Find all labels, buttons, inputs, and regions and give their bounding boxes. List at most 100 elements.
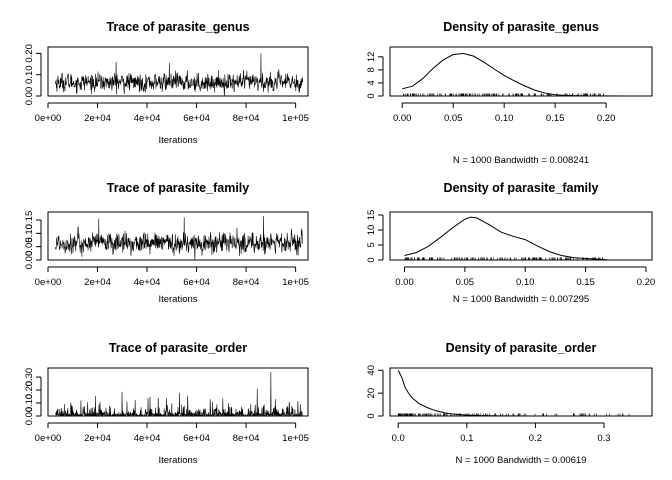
y-tick-label: 0.15 (24, 211, 35, 230)
x-tick-label: 0.00 (395, 277, 414, 288)
y-tick-label: 0.10 (24, 224, 35, 243)
x-axis-label: N = 1000 Bandwidth = 0.008241 (453, 155, 589, 166)
y-axis: 0 4 8 12 (366, 52, 384, 99)
density-curve (402, 53, 647, 97)
trace-line (55, 53, 304, 97)
panel-trace-parasite-order: Trace of parasite_order Iterations 0e+00… (24, 341, 309, 466)
panel-title: Density of parasite_genus (443, 20, 599, 34)
x-tick-label: 6e+04 (183, 113, 210, 124)
density-curve (397, 370, 632, 417)
y-tick-label: 0.00 (24, 251, 35, 270)
y-axis: 0.000.100.200.30 (24, 368, 42, 426)
density-curve (404, 216, 610, 261)
x-tick-label: 0.05 (456, 277, 475, 288)
x-tick-label: 1e+05 (282, 433, 309, 444)
x-tick-label: 4e+04 (134, 113, 161, 124)
x-tick-label: 0.1 (460, 433, 473, 444)
x-tick-label: 2e+04 (84, 433, 111, 444)
y-tick-label: 4 (366, 80, 377, 85)
y-tick-label: 0.20 (24, 381, 35, 400)
panel-density-parasite-family: Density of parasite_family N = 1000 Band… (366, 181, 655, 305)
y-tick-label: 12 (366, 52, 377, 63)
x-tick-label: 0e+00 (35, 277, 62, 288)
plot-marks (55, 215, 304, 261)
panel-title: Trace of parasite_family (107, 181, 249, 195)
x-tick-label: 0.20 (637, 277, 656, 288)
x-axis: 0e+00 2e+04 4e+04 6e+04 8e+04 1e+05 (35, 266, 309, 288)
x-tick-label: 0.10 (495, 113, 514, 124)
x-tick-label: 0.20 (597, 113, 616, 124)
x-tick-label: 2e+04 (84, 113, 111, 124)
y-tick-label: 0 (366, 413, 377, 418)
plot-frame (47, 367, 309, 417)
x-tick-label: 0e+00 (35, 113, 62, 124)
plot-frame (47, 46, 309, 97)
plot-marks (404, 216, 652, 261)
x-tick-label: 8e+04 (233, 433, 260, 444)
y-tick-label: 10 (366, 225, 377, 236)
panel-density-parasite-order: Density of parasite_order N = 1000 Bandw… (366, 341, 653, 466)
y-tick-label: 0.30 (24, 368, 35, 387)
x-tick-label: 0.15 (546, 113, 565, 124)
x-tick-label: 8e+04 (233, 113, 260, 124)
panel-title: Trace of parasite_order (109, 341, 247, 355)
x-tick-label: 6e+04 (183, 433, 210, 444)
panel-trace-parasite-family: Trace of parasite_family Iterations 0e+0… (24, 181, 309, 305)
x-tick-label: 0.15 (576, 277, 595, 288)
y-tick-label: 15 (366, 210, 377, 221)
trace-line (55, 371, 303, 418)
panel-density-parasite-genus: Density of parasite_genus N = 1000 Bandw… (366, 20, 653, 166)
x-tick-label: 0.3 (597, 433, 610, 444)
y-tick-label: 5 (366, 242, 377, 247)
y-tick-label: 0.10 (24, 65, 35, 84)
y-tick-label: 0 (366, 93, 377, 98)
y-tick-label: 0 (366, 257, 377, 262)
y-tick-label: 0.00 (24, 87, 35, 106)
plot-marks (397, 370, 652, 417)
x-tick-label: 0e+00 (35, 433, 62, 444)
plot-frame (389, 211, 653, 261)
x-tick-label: 0.0 (392, 433, 405, 444)
y-tick-label: 0.05 (24, 237, 35, 256)
x-axis-label: N = 1000 Bandwidth = 0.00619 (456, 455, 587, 466)
x-axis: 0.0 0.1 0.2 0.3 (392, 422, 611, 444)
y-tick-label: 0.00 (24, 407, 35, 426)
y-tick-label: 0.10 (24, 394, 35, 413)
plot-marks (55, 371, 303, 418)
panel-title: Trace of parasite_genus (106, 20, 249, 34)
y-axis: 0 5 10 15 (366, 210, 384, 263)
x-axis-label: N = 1000 Bandwidth = 0.007295 (453, 294, 589, 305)
x-axis: 0e+00 2e+04 4e+04 6e+04 8e+04 1e+05 (35, 422, 309, 444)
x-axis-label: Iterations (158, 294, 197, 305)
plot-marks (55, 53, 304, 97)
y-tick-label: 0.20 (24, 44, 35, 63)
x-tick-label: 1e+05 (282, 113, 309, 124)
x-axis: 0.00 0.05 0.10 0.15 0.20 (395, 266, 656, 288)
x-axis: 0e+00 2e+04 4e+04 6e+04 8e+04 1e+05 (35, 102, 309, 124)
x-axis: 0.00 0.05 0.10 0.15 0.20 (393, 102, 616, 124)
y-tick-label: 40 (366, 365, 377, 376)
x-axis-label: Iterations (158, 455, 197, 466)
panel-trace-parasite-genus: Trace of parasite_genus Iterations 0e+00… (24, 20, 309, 146)
x-tick-label: 1e+05 (282, 277, 309, 288)
x-tick-label: 6e+04 (183, 277, 210, 288)
x-tick-label: 0.00 (393, 113, 412, 124)
x-tick-label: 0.2 (529, 433, 542, 444)
x-tick-label: 0.05 (444, 113, 463, 124)
panel-title: Density of parasite_family (444, 181, 599, 195)
x-tick-label: 0.10 (516, 277, 535, 288)
x-tick-label: 2e+04 (84, 277, 111, 288)
y-axis: 0.000.050.100.15 (24, 211, 42, 270)
y-axis: 0 20 40 (366, 365, 384, 419)
x-tick-label: 4e+04 (134, 277, 161, 288)
y-tick-label: 8 (366, 67, 377, 72)
panel-title: Density of parasite_order (446, 341, 597, 355)
plot-frame (47, 211, 309, 261)
x-tick-label: 4e+04 (134, 433, 161, 444)
y-tick-label: 20 (366, 388, 377, 399)
x-axis-label: Iterations (158, 135, 197, 146)
x-tick-label: 8e+04 (233, 277, 260, 288)
trace-line (55, 215, 304, 261)
plot-marks (402, 53, 652, 97)
